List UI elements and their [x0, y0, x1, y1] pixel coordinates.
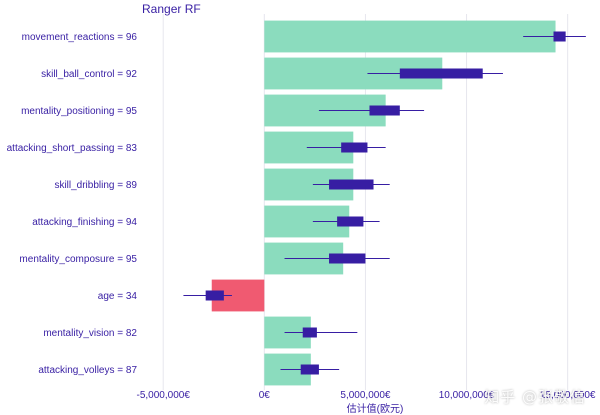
y-tick-label-1: skill_ball_control = 92 — [41, 69, 137, 80]
bars — [211, 20, 556, 386]
x-tick-label-3: 10,000,000€ — [439, 390, 495, 401]
box-4 — [329, 179, 374, 190]
chart-title: Ranger RF — [142, 2, 201, 16]
box-1 — [399, 68, 483, 79]
x-tick-label-0: -5,000,000€ — [137, 390, 191, 401]
x-tick-labels: -5,000,000€ 0€ 5,000,000€ 10,000,000€ 15,000… — [137, 390, 596, 401]
y-tick-label-0: movement_reactions = 96 — [22, 32, 138, 43]
y-tick-label-4: skill_dribbling = 89 — [54, 180, 137, 191]
y-tick-label-9: attacking_volleys = 87 — [38, 365, 137, 376]
x-tick-label-2: 5,000,000€ — [340, 390, 390, 401]
bar-0 — [264, 20, 556, 53]
box-0 — [553, 31, 566, 42]
boxplots — [183, 31, 586, 375]
x-tick-label-4: 15,000,000€ — [540, 390, 596, 401]
box-7 — [205, 290, 224, 301]
box-2 — [369, 105, 400, 116]
y-tick-label-6: mentality_composure = 95 — [19, 254, 137, 265]
watermark: 知乎 @张敬信 — [484, 388, 586, 406]
box-5 — [337, 216, 364, 227]
y-tick-label-3: attacking_short_passing = 83 — [7, 143, 138, 154]
y-tick-label-7: age = 34 — [98, 291, 138, 302]
y-tick-label-8: mentality_vision = 82 — [43, 328, 137, 339]
y-tick-label-5: attacking_finishing = 94 — [32, 217, 137, 228]
y-tick-labels: movement_reactions = 96 skill_ball_contro… — [7, 32, 138, 376]
box-8 — [302, 327, 317, 338]
x-axis-label: 估计值(欧元) — [347, 402, 404, 415]
box-9 — [300, 364, 319, 375]
box-6 — [329, 253, 366, 264]
x-tick-label-1: 0€ — [259, 390, 271, 401]
y-tick-label-2: mentality_positioning = 95 — [21, 106, 137, 117]
box-3 — [341, 142, 368, 153]
